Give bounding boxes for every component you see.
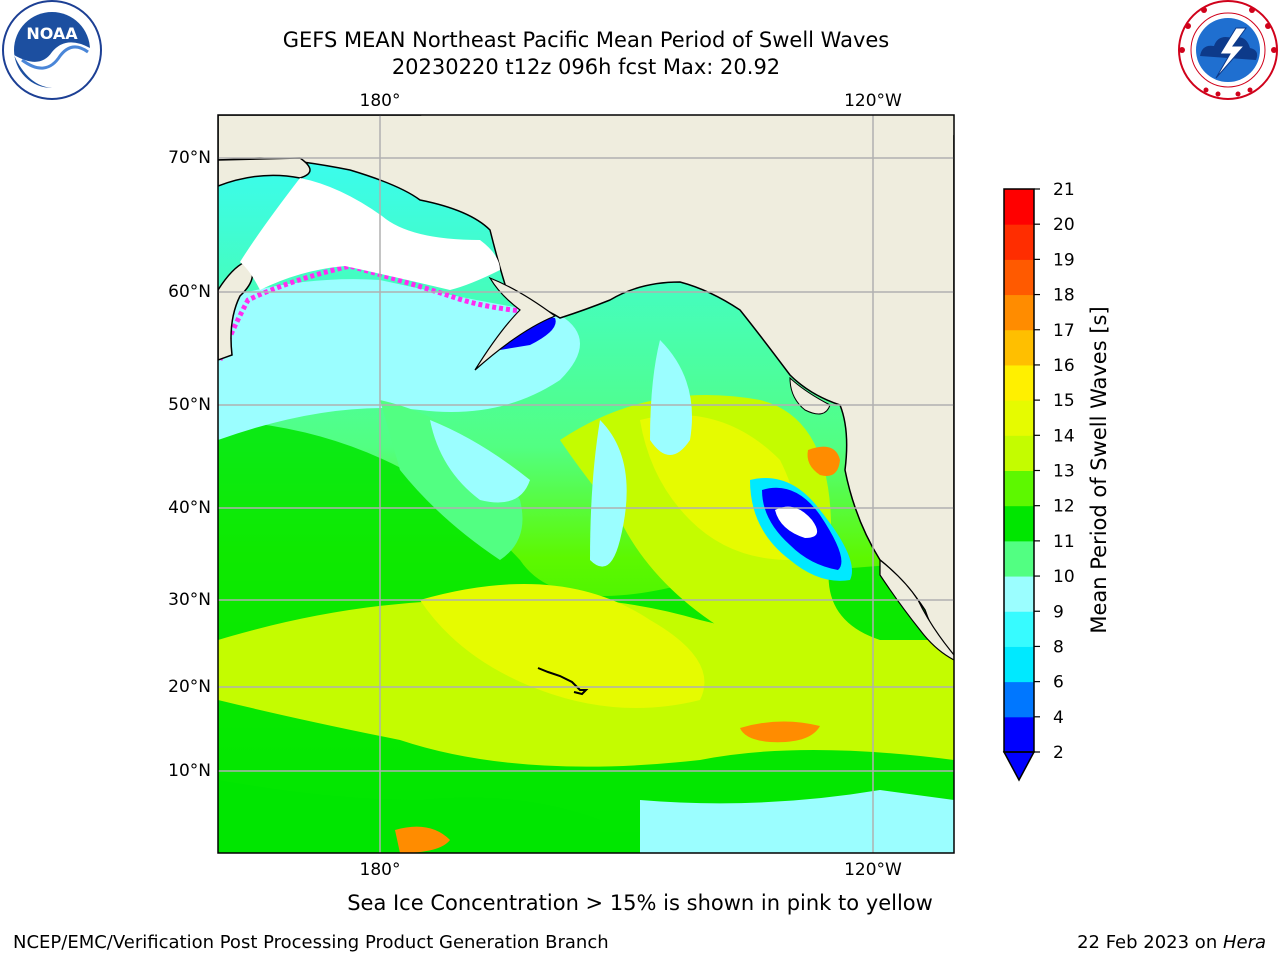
credit-host: Hera <box>1222 932 1266 953</box>
credit-date-text: 22 Feb 2023 on <box>1077 932 1223 953</box>
colorbar-segment <box>1004 646 1034 683</box>
map-plot-area <box>218 115 954 853</box>
field-spot-orange-coast <box>807 446 840 476</box>
field-band-cyan-central <box>430 420 530 503</box>
map-frame <box>217 114 955 854</box>
land-siberia <box>218 115 954 165</box>
colorbar-tick-label: 21 <box>1053 180 1075 200</box>
colorbar-tick-label: 12 <box>1053 497 1075 517</box>
land-baja <box>879 558 954 661</box>
colorbar-tick-label: 19 <box>1053 250 1075 270</box>
noaa-logo-text: NOAA <box>26 24 78 43</box>
colorbar-segment <box>1004 435 1034 471</box>
colorbar-tick-label: 20 <box>1053 215 1075 235</box>
colorbar-segment <box>1004 294 1034 331</box>
graticule <box>218 115 954 853</box>
colorbar-segment <box>1004 400 1034 436</box>
colorbar-tick-label: 15 <box>1053 391 1075 411</box>
colorbar-tick-label: 17 <box>1053 321 1075 341</box>
colorbar-tick-label: 4 <box>1053 708 1064 728</box>
field-band-cyan-south <box>640 790 954 853</box>
colorbar-tick-label: 2 <box>1053 743 1064 763</box>
sea-ice-edge <box>218 263 541 361</box>
lat-label-10n: 10°N <box>168 761 211 781</box>
colorbar-segment <box>1004 364 1034 401</box>
colorbar-tick-label: 18 <box>1053 286 1075 306</box>
lat-label-20n: 20°N <box>168 677 211 697</box>
field-band-lightgreen <box>380 400 523 560</box>
lat-label-40n: 40°N <box>168 498 211 518</box>
colorbar-tick-label: 13 <box>1053 462 1075 482</box>
lon-label-top-180: 180° <box>360 91 401 111</box>
noaa-logo: NOAA <box>2 0 102 100</box>
field-band-cyan-streak <box>590 420 627 567</box>
colorbar-tick-label: 6 <box>1053 673 1064 693</box>
land-north-america <box>218 115 954 656</box>
lat-label-60n: 60°N <box>168 282 211 302</box>
land-hawaii <box>537 667 589 696</box>
credit-branch: NCEP/EMC/Verification Post Processing Pr… <box>13 932 609 953</box>
lon-label-bottom-180: 180° <box>360 860 401 880</box>
colorbar-segment <box>1004 611 1034 647</box>
colorbar-segment <box>1004 576 1034 612</box>
colorbar-tick-label: 8 <box>1053 637 1064 657</box>
field-band-cyan-north <box>218 279 580 440</box>
field-gulf-blue <box>500 317 556 350</box>
colorbar-segment <box>1004 189 1034 225</box>
field-band-cyan-streak2 <box>650 340 692 455</box>
colorbar-segment <box>1004 505 1034 542</box>
field-spot-orange-south <box>740 721 820 743</box>
colorbar-tick-label: 11 <box>1053 532 1075 552</box>
colorbar-segment <box>1004 259 1034 296</box>
colorbar-tick-label: 10 <box>1053 567 1075 587</box>
colorbar-segment <box>1004 470 1034 507</box>
land-kamchatka <box>218 261 254 361</box>
lat-label-30n: 30°N <box>168 590 211 610</box>
chart-subtitle: 20230220 t12z 096h fcst Max: 20.92 <box>391 55 781 79</box>
colorbar-segment <box>1004 224 1034 260</box>
chart-title: GEFS MEAN Northeast Pacific Mean Period … <box>282 28 890 52</box>
field-low-period-white <box>775 506 818 538</box>
colorbar: 2 4 6 8 9 10 11 12 13 14 15 16 17 18 19 20 21 <box>1002 180 1075 782</box>
land-chukotka <box>218 157 311 187</box>
field-band-green-south <box>218 780 600 853</box>
nws-logo <box>1178 0 1278 100</box>
bering-sea-white <box>240 178 500 290</box>
colorbar-segment <box>1004 540 1034 577</box>
colorbar-segment <box>1004 681 1034 718</box>
field-band-yellow <box>420 584 705 708</box>
colorbar-tick-label: 14 <box>1053 426 1075 446</box>
colorbar-segment <box>1004 329 1034 366</box>
colorbar-tick-label: 9 <box>1053 602 1064 622</box>
sea-ice-note: Sea Ice Concentration > 15% is shown in … <box>347 891 933 915</box>
lat-label-70n: 70°N <box>168 148 211 168</box>
lon-label-top-120w: 120°W <box>844 91 902 111</box>
colorbar-tick-label: 16 <box>1053 356 1075 376</box>
colorbar-segment <box>1004 716 1034 753</box>
credit-date: 22 Feb 2023 on Hera <box>1077 932 1266 954</box>
field-spot-orange-sw <box>395 826 450 853</box>
colorbar-under-extension <box>1002 751 1036 782</box>
lat-label-50n: 50°N <box>168 395 211 415</box>
colorbar-label: Mean Period of Swell Waves [s] <box>1087 306 1111 633</box>
alaska-peninsula <box>474 276 557 371</box>
lon-label-bottom-120w: 120°W <box>844 860 902 880</box>
